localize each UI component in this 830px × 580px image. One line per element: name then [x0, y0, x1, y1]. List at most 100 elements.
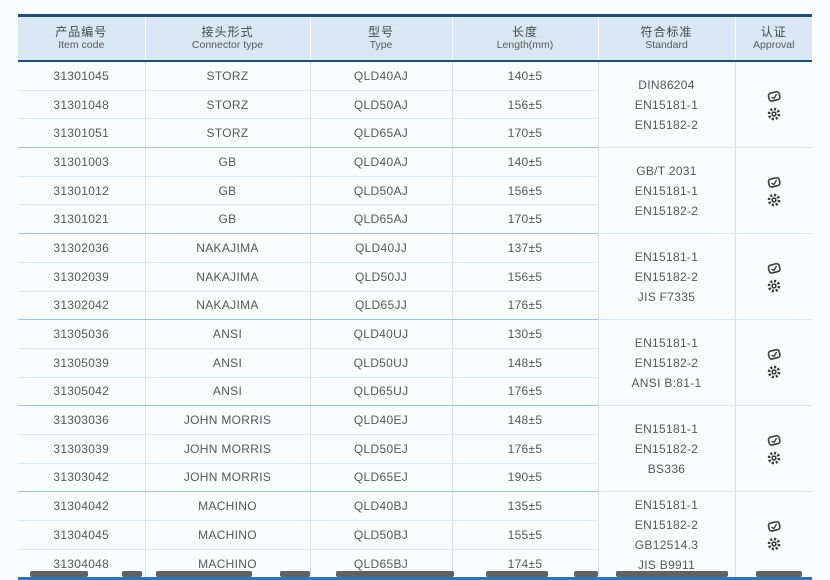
length-cell: 130±5: [451, 319, 598, 349]
item-code-cell: 31303042: [18, 463, 145, 493]
approval-cell: [734, 319, 812, 407]
header-standard-en: Standard: [645, 39, 688, 51]
standard-line: EN15181-1: [634, 249, 699, 264]
type-cell: QLD65AJ: [309, 118, 452, 149]
length-cell: 140±5: [451, 61, 598, 91]
header-type-zh: 型号: [367, 25, 394, 39]
item-code-cell: 31301045: [18, 61, 145, 91]
connector-type-cell: MACHINO: [144, 520, 310, 550]
connector-type-cell: NAKAJIMA: [144, 291, 310, 321]
gear-seal-icon: [767, 365, 781, 379]
approval-cell: [734, 233, 812, 321]
connector-type-cell: STORZ: [144, 118, 310, 149]
connector-type-cell: STORZ: [144, 90, 310, 120]
standard-cell: DIN86204 EN15181-1 EN15182-2: [597, 61, 735, 149]
table-row: 31305042 ANSI QLD65UJ 176±5: [18, 377, 812, 407]
connector-type-cell: JOHN MORRIS: [144, 434, 310, 464]
length-cell: 156±5: [451, 176, 598, 206]
length-cell: 170±5: [451, 204, 598, 235]
table-row: 31301045 STORZ QLD40AJ 140±5 DIN86204 EN15181…: [18, 61, 812, 149]
header-approval-en: Approval: [753, 39, 795, 51]
header-standard-zh: 符合标准: [640, 25, 693, 39]
header-connector-type: 接头形式 Connector type: [144, 15, 310, 62]
standard-line: GB12514.3: [634, 537, 699, 552]
standard-line: EN15182-2: [634, 355, 699, 370]
connector-type-cell: STORZ: [144, 61, 310, 91]
item-code-cell: 31304042: [18, 491, 145, 521]
item-code-cell: 31301051: [18, 118, 145, 149]
length-cell: 156±5: [451, 262, 598, 292]
item-code-cell: 31301012: [18, 176, 145, 206]
header-length-zh: 长度: [511, 25, 538, 39]
type-cell: QLD65AJ: [309, 204, 452, 235]
table-row: 31301048 STORZ QLD50AJ 156±5: [18, 90, 812, 120]
standard-line: GB/T 2031: [636, 163, 697, 178]
type-cell: QLD65UJ: [309, 377, 452, 407]
length-cell: 170±5: [451, 118, 598, 149]
table-row: 31303039 JOHN MORRIS QLD50EJ 176±5: [18, 434, 812, 464]
table-row: 31302036 NAKAJIMA QLD40JJ 137±5 EN15181-1 EN1…: [18, 233, 812, 321]
length-cell: 176±5: [451, 377, 598, 407]
header-connector-type-en: Connector type: [191, 39, 264, 51]
type-cell: QLD50UJ: [309, 348, 452, 378]
type-cell: QLD40JJ: [309, 233, 452, 263]
standard-line: EN15181-1: [634, 183, 699, 198]
certificate-stamp-icon: [767, 90, 781, 102]
table-row: 31304045 MACHINO QLD50BJ 155±5: [18, 520, 812, 550]
standard-line: EN15182-2: [634, 269, 699, 284]
length-cell: 176±5: [451, 434, 598, 464]
connector-type-cell: GB: [144, 147, 310, 177]
table-row: 31304042 MACHINO QLD40BJ 135±5 EN15181-1 EN15…: [18, 491, 812, 580]
table-row: 31301051 STORZ QLD65AJ 170±5: [18, 118, 812, 149]
type-cell: QLD65JJ: [309, 291, 452, 321]
table-body: 31301045 STORZ QLD40AJ 140±5 DIN86204 EN15181…: [18, 61, 812, 580]
item-code-cell: 31303039: [18, 434, 145, 464]
gear-seal-icon: [767, 451, 781, 465]
gear-seal-icon: [767, 537, 781, 551]
gear-seal-icon: [767, 193, 781, 206]
standard-line: EN15181-1: [634, 497, 699, 512]
length-cell: 135±5: [451, 491, 598, 521]
type-cell: QLD65EJ: [309, 463, 452, 493]
standard-cell: EN15181-1 EN15182-2 ANSI B:81-1: [597, 319, 735, 407]
cropped-next-section: [18, 571, 812, 577]
standard-line: EN15182-2: [634, 517, 699, 532]
table-row: 31305036 ANSI QLD40UJ 130±5 EN15181-1 EN15182…: [18, 319, 812, 407]
type-cell: QLD40UJ: [309, 319, 452, 349]
standard-line: EN15181-1: [634, 421, 699, 436]
header-type: 型号 Type: [309, 15, 452, 62]
item-code-cell: 31301003: [18, 147, 145, 177]
item-code-cell: 31305036: [18, 319, 145, 349]
certificate-stamp-icon: [767, 176, 781, 188]
table-row: 31301012 GB QLD50AJ 156±5: [18, 176, 812, 206]
standard-line: EN15182-2: [634, 117, 699, 132]
type-cell: QLD50AJ: [309, 90, 452, 120]
item-code-cell: 31301048: [18, 90, 145, 120]
connector-type-cell: JOHN MORRIS: [144, 405, 310, 435]
table-row: 31303036 JOHN MORRIS QLD40EJ 148±5 EN15181-1…: [18, 405, 812, 493]
gear-seal-icon: [767, 107, 781, 120]
header-standard: 符合标准 Standard: [597, 15, 735, 62]
header-length-en: Length(mm): [496, 39, 554, 51]
header-approval-zh: 认证: [760, 25, 787, 39]
connector-type-cell: ANSI: [144, 377, 310, 407]
standard-line: DIN86204: [638, 77, 695, 92]
connector-type-cell: GB: [144, 176, 310, 206]
length-cell: 155±5: [451, 520, 598, 550]
type-cell: QLD50JJ: [309, 262, 452, 292]
connector-type-cell: GB: [144, 204, 310, 235]
standard-line: EN15182-2: [634, 441, 699, 456]
standard-cell: GB/T 2031 EN15181-1 EN15182-2: [597, 147, 735, 235]
item-code-cell: 31302036: [18, 233, 145, 263]
length-cell: 190±5: [451, 463, 598, 493]
certificate-stamp-icon: [767, 434, 781, 446]
approval-cell: [734, 405, 812, 493]
approval-cell: [734, 147, 812, 235]
connector-type-cell: ANSI: [144, 319, 310, 349]
type-cell: QLD40AJ: [309, 61, 452, 91]
standard-line: JIS F7335: [637, 289, 696, 304]
item-code-cell: 31301021: [18, 204, 145, 235]
standard-line: EN15181-1: [634, 335, 699, 350]
gear-seal-icon: [767, 279, 781, 292]
header-length: 长度 Length(mm): [451, 15, 598, 62]
